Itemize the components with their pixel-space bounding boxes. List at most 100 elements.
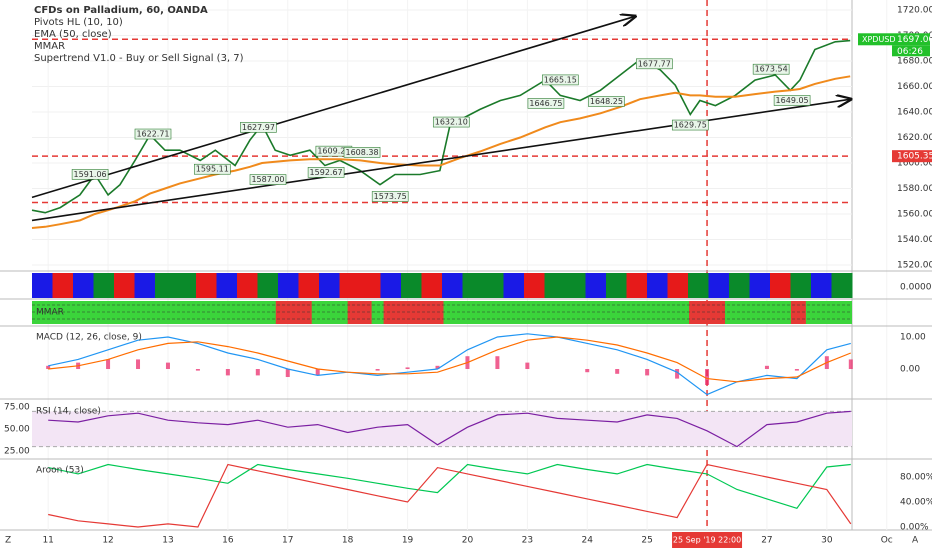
- pivot-box: [671, 119, 709, 131]
- x-tick-label: Oc: [881, 536, 893, 546]
- legend-entry: EMA (50, close): [34, 29, 112, 40]
- regime-block: [52, 273, 74, 298]
- crosshair-price-label: 1605.35: [897, 152, 932, 162]
- auto-scale[interactable]: A: [912, 536, 919, 546]
- macd-hist-bar: [585, 369, 590, 373]
- x-tick-label: 23: [522, 536, 533, 546]
- y-tick-label: 80.00%: [900, 473, 932, 483]
- legend-entry: Supertrend V1.0 - Buy or Sell Signal (3,…: [34, 53, 244, 64]
- regime-block: [196, 273, 217, 298]
- x-tick-label: 12: [102, 536, 113, 546]
- regime-block: [319, 273, 340, 298]
- pivot-label: 1632.10: [435, 118, 468, 127]
- regime-block: [93, 273, 115, 298]
- macd-hist-bar: [285, 369, 290, 378]
- x-tick-label: 11: [42, 536, 53, 546]
- regime-block: [811, 273, 832, 298]
- x-tick-label: 30: [821, 536, 833, 546]
- strip-tick-label: 0.0000: [900, 283, 932, 293]
- pivot-box: [773, 95, 811, 106]
- regime-block: [483, 273, 504, 298]
- pivot-label: 1595.11: [196, 165, 229, 174]
- y-tick-label: 0.00%: [900, 523, 929, 533]
- crosshair-time-label: 25 Sep '19 22:00: [673, 536, 741, 545]
- y-tick-label: 1580.00: [897, 184, 932, 194]
- regime-block: [749, 273, 771, 298]
- pivot-box: [343, 147, 381, 158]
- pivot-label: 1677.77: [638, 59, 671, 68]
- panel-title: RSI (14, close): [36, 407, 101, 417]
- y-tick-label: 1720.00: [897, 5, 932, 15]
- regime-block: [155, 273, 176, 298]
- macd-hist-bar: [165, 362, 170, 370]
- regime-block: [626, 273, 648, 298]
- regime-block: [380, 273, 402, 298]
- regime-block: [278, 273, 299, 298]
- pivot-box: [588, 96, 625, 107]
- rsi-band: [32, 411, 852, 447]
- legend-entry: MMAR: [34, 41, 65, 52]
- regime-block: [216, 273, 238, 298]
- macd-hist-bar: [705, 369, 710, 386]
- regime-block: [770, 273, 791, 298]
- pivot-box: [527, 98, 565, 109]
- macd-hist-bar: [848, 359, 853, 370]
- macd-hist-bar: [315, 369, 320, 376]
- price-tag-label: 1697.00: [897, 35, 932, 45]
- x-tick-label: 17: [282, 536, 293, 546]
- pivot-box: [249, 174, 287, 185]
- x-tick-label: 16: [222, 536, 234, 546]
- macd-hist-bar: [435, 365, 440, 370]
- regime-block: [503, 273, 525, 298]
- regime-block: [32, 273, 53, 298]
- y-tick-label: 1560.00: [897, 210, 932, 220]
- y-tick-label: 1520.00: [897, 261, 932, 271]
- pivot-box: [371, 191, 409, 202]
- regime-block: [606, 273, 627, 298]
- y-tick-label: 50.00: [4, 425, 30, 435]
- x-tick-label: 13: [162, 536, 173, 546]
- panel-title: MMAR: [36, 308, 64, 318]
- x-tick-label: 20: [462, 536, 474, 546]
- regime-block: [257, 273, 279, 298]
- zoom-icon[interactable]: Z: [5, 536, 11, 546]
- macd-hist-bar: [375, 369, 380, 371]
- regime-block: [790, 273, 812, 298]
- rsi-line: [48, 410, 851, 448]
- y-tick-label: 1540.00: [897, 235, 932, 245]
- regime-block: [585, 273, 607, 298]
- x-tick-label: 24: [582, 536, 594, 546]
- pivot-label: 1629.75: [674, 121, 707, 130]
- trendline: [31, 16, 635, 199]
- pivot-box: [636, 58, 673, 70]
- regime-block: [442, 273, 463, 298]
- x-tick-label: 19: [402, 536, 414, 546]
- pivot-label: 1627.97: [242, 123, 275, 132]
- regime-block: [831, 273, 853, 298]
- pivot-box: [240, 122, 277, 133]
- macd-hist-bar: [675, 369, 680, 379]
- regime-block: [134, 273, 156, 298]
- regime-block: [524, 273, 545, 298]
- legend-entry: Pivots HL (10, 10): [34, 17, 123, 28]
- regime-block: [421, 273, 443, 298]
- macd-hist-bar: [495, 356, 500, 370]
- regime-block: [298, 273, 320, 298]
- pivot-box: [71, 169, 109, 180]
- regime-block: [237, 273, 258, 298]
- macd-hist-bar: [645, 369, 650, 376]
- y-tick-label: 0.00: [900, 365, 920, 375]
- x-tick-label: 18: [342, 536, 354, 546]
- trendline: [31, 99, 851, 222]
- pivot-label: 1673.54: [755, 65, 788, 74]
- pivot-box: [541, 74, 579, 86]
- pivot-label: 1649.05: [776, 96, 809, 105]
- macd-hist-bar: [106, 359, 111, 370]
- pivot-label: 1591.06: [74, 170, 107, 179]
- pivot-label: 1587.00: [251, 175, 284, 184]
- macd-line: [48, 333, 851, 396]
- y-tick-label: 75.00: [4, 402, 30, 412]
- symbol-tag: XPDUSD: [862, 35, 896, 44]
- mmar-zone: [275, 301, 312, 324]
